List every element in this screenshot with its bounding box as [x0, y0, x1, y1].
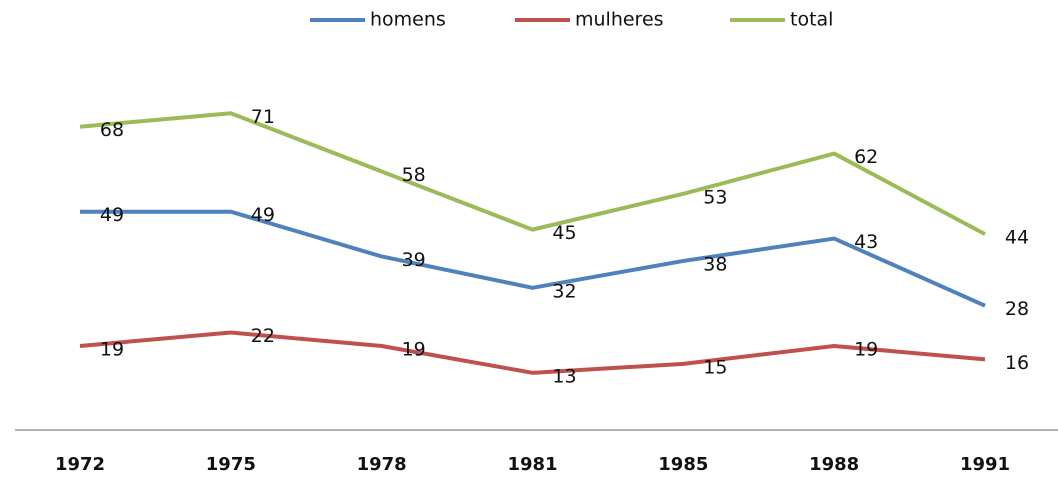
data-label: 43	[854, 231, 878, 253]
legend-label: mulheres	[575, 9, 664, 31]
x-tick-label: 1972	[55, 454, 105, 475]
x-tick-label: 1985	[658, 454, 708, 475]
x-tick-label: 1975	[206, 454, 256, 475]
data-label: 53	[703, 186, 727, 208]
data-label: 28	[1005, 298, 1029, 320]
data-label: 13	[552, 365, 576, 387]
data-label: 71	[251, 106, 275, 128]
legend-label: homens	[370, 9, 446, 31]
data-label: 49	[100, 204, 124, 226]
data-label: 58	[402, 164, 426, 186]
data-label: 62	[854, 146, 878, 168]
data-label: 68	[100, 119, 124, 141]
data-label: 38	[703, 253, 727, 275]
series-line	[79, 111, 986, 236]
data-label: 15	[703, 356, 727, 378]
data-label: 19	[854, 338, 878, 360]
data-label: 19	[402, 338, 426, 360]
x-tick-label: 1981	[507, 454, 557, 475]
data-label: 22	[251, 325, 275, 347]
data-label: 45	[552, 222, 576, 244]
x-tick-label: 1988	[809, 454, 859, 475]
data-label: 16	[1005, 352, 1029, 374]
data-label: 39	[402, 249, 426, 271]
data-label: 19	[100, 338, 124, 360]
data-label: 49	[251, 204, 275, 226]
legend-label: total	[790, 9, 833, 31]
data-label: 32	[552, 280, 576, 302]
x-tick-label: 1978	[357, 454, 407, 475]
series-line	[79, 330, 986, 375]
x-tick-label: 1991	[960, 454, 1010, 475]
series-line	[80, 209, 986, 308]
data-label: 44	[1005, 227, 1029, 249]
